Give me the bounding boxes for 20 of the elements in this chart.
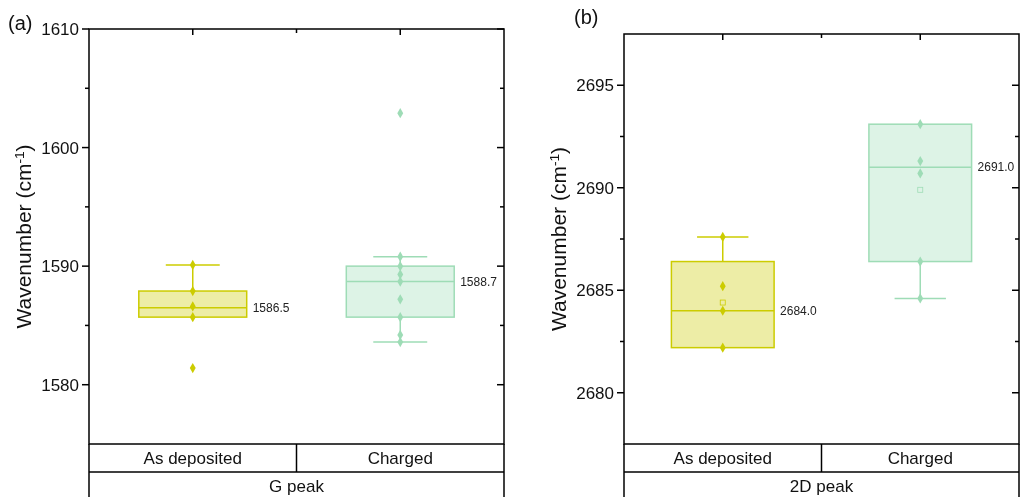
annotation: 2684.0 [780, 303, 818, 318]
annotation: 1586.5 [252, 300, 290, 315]
chart-title: (b) [574, 6, 599, 28]
chart-title: (a) [8, 12, 33, 34]
y-tick-label: 2690 [576, 178, 614, 198]
x-axis-title: G peak [269, 476, 325, 496]
category-label: As deposited [143, 448, 242, 468]
x-axis-title: 2D peak [789, 476, 854, 496]
y-tick-label: 1600 [41, 138, 79, 158]
category-label: Charged [887, 448, 953, 468]
y-tick-label: 1590 [41, 257, 79, 277]
category-label: As deposited [673, 448, 772, 468]
y-tick-label: 2695 [576, 76, 614, 96]
annotation: 2691.0 [977, 160, 1015, 175]
y-tick-label: 2685 [576, 281, 614, 301]
category-label: Charged [367, 448, 433, 468]
annotation: 1588.7 [460, 274, 498, 289]
y-tick-label: 1610 [41, 19, 79, 39]
y-tick-label: 1580 [41, 375, 79, 395]
y-tick-label: 2680 [576, 383, 614, 403]
